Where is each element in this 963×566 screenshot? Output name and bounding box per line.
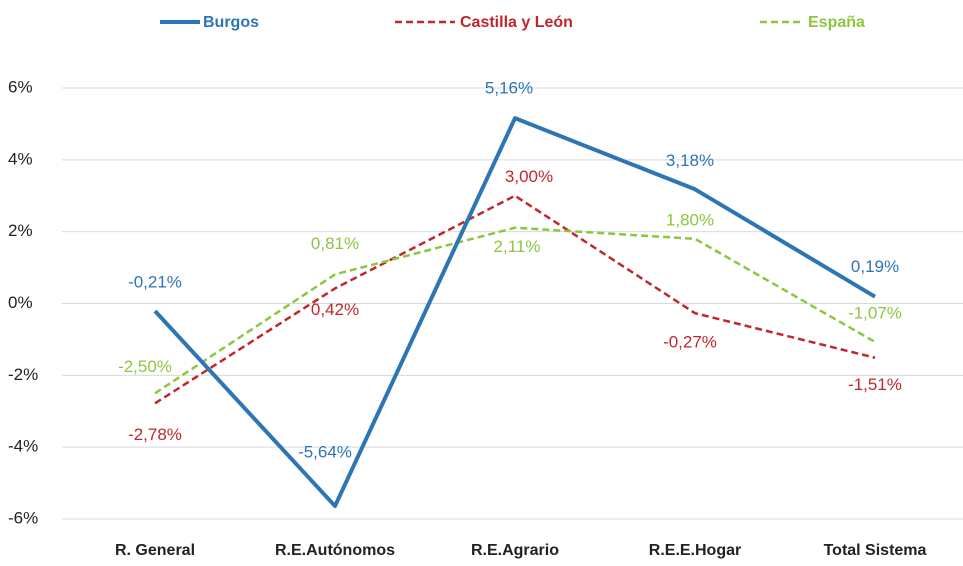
value-label: -2,78% bbox=[128, 425, 182, 444]
value-label: -1,51% bbox=[848, 375, 902, 394]
y-tick-label: -2% bbox=[8, 365, 38, 384]
x-tick-label: R.E.E.Hogar bbox=[649, 542, 741, 559]
value-label: -2,50% bbox=[118, 357, 172, 376]
value-label: 5,16% bbox=[485, 79, 533, 98]
value-label: 0,19% bbox=[851, 257, 899, 276]
value-label: 2,11% bbox=[494, 237, 541, 256]
value-label: 0,81% bbox=[311, 234, 359, 253]
y-tick-label: -6% bbox=[8, 508, 38, 527]
y-tick-label: -4% bbox=[8, 437, 38, 456]
value-label: 3,18% bbox=[666, 151, 714, 170]
y-tick-label: 4% bbox=[8, 149, 33, 168]
value-label: -1,07% bbox=[848, 303, 902, 322]
legend-label: Castilla y León bbox=[460, 14, 573, 31]
chart: -6% -4% -2% 0% 2% 4% 6% R. General R.E.Autónomos… bbox=[0, 0, 963, 561]
x-tick-label: R.E.Agrario bbox=[471, 542, 559, 559]
y-tick-label: 2% bbox=[8, 221, 33, 240]
value-label: -0,27% bbox=[663, 333, 717, 352]
value-label: -5,64% bbox=[298, 443, 352, 462]
value-label: 3,00% bbox=[505, 167, 553, 186]
legend-label: Burgos bbox=[203, 14, 259, 31]
x-tick-label: Total Sistema bbox=[824, 542, 927, 559]
y-tick-label: 6% bbox=[8, 77, 33, 96]
x-tick-label: R. General bbox=[115, 542, 195, 559]
legend-label: España bbox=[808, 14, 865, 31]
value-label: 1,80% bbox=[666, 210, 714, 229]
value-label: -0,21% bbox=[128, 273, 182, 292]
y-tick-label: 0% bbox=[8, 293, 33, 312]
value-label: 0,42% bbox=[311, 300, 359, 319]
x-tick-label: R.E.Autónomos bbox=[275, 542, 395, 559]
